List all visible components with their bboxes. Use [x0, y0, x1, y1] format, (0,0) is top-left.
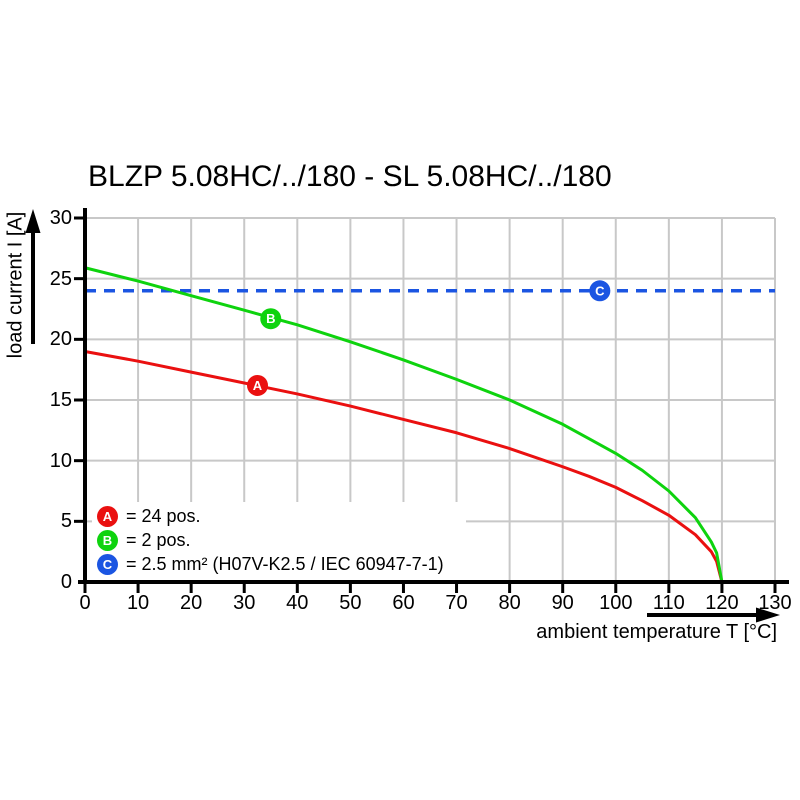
y-tick-label: 25 — [49, 267, 72, 290]
x-tick-label: 100 — [599, 592, 633, 614]
curve-b — [84, 266, 724, 583]
x-tick-label: 40 — [286, 592, 309, 614]
x-tick-label: 120 — [705, 592, 739, 614]
y-tick-label: 0 — [60, 571, 72, 593]
x-tick-label: 0 — [79, 592, 91, 614]
y-tick-label: 30 — [49, 207, 72, 229]
x-tick-label: 90 — [551, 592, 574, 614]
marker-c-label: C — [595, 283, 605, 298]
y-tick-label: 5 — [60, 510, 72, 533]
marker-a-label: A — [253, 378, 263, 393]
x-tick-label: 80 — [498, 592, 521, 614]
legend-marker-c-icon: C — [97, 553, 118, 575]
marker-a-circle — [247, 374, 268, 396]
x-tick-label: 50 — [339, 592, 362, 614]
x-tick-label: 30 — [233, 592, 256, 614]
x-tick-label: 10 — [126, 592, 150, 614]
legend-item-b: B = 2 pos. — [97, 528, 466, 552]
legend-label-c: = 2.5 mm² (H07V-K2.5 / IEC 60947-7-1) — [126, 553, 444, 574]
y-axis-arrow-head — [25, 209, 41, 233]
marker-b-circle — [260, 308, 282, 330]
y-tick-label: 15 — [49, 389, 72, 411]
chart-title: BLZP 5.08HC/../180 - SL 5.08HC/../180 — [88, 160, 612, 193]
x-tick-label: 60 — [392, 592, 415, 614]
legend-item-a: A = 24 pos. — [97, 504, 466, 528]
legend-label-a: = 24 pos. — [126, 505, 201, 526]
marker-b-label: B — [266, 311, 275, 326]
legend-item-c: C = 2.5 mm² (H07V-K2.5 / IEC 60947-7-1) — [97, 552, 466, 576]
marker-c-circle — [589, 280, 611, 302]
x-tick-label: 110 — [652, 592, 685, 614]
y-tick-label: 20 — [49, 328, 72, 351]
x-tick-label: 70 — [445, 592, 468, 614]
curve-a — [84, 349, 724, 583]
x-axis-arrow-head — [756, 607, 780, 623]
legend-marker-b-icon: B — [97, 529, 118, 551]
legend-marker-a-icon: A — [97, 505, 118, 527]
x-tick-label: 20 — [180, 592, 203, 614]
legend: A = 24 pos. B = 2 pos. C = 2.5 mm² (H07V… — [92, 502, 466, 578]
y-tick-label: 10 — [49, 449, 72, 472]
y-axis-title: load current I [A] — [4, 211, 27, 359]
x-axis-title: ambient temperature T [°C] — [536, 621, 777, 643]
x-tick-label: 130 — [758, 592, 792, 614]
legend-label-b: = 2 pos. — [126, 529, 191, 550]
